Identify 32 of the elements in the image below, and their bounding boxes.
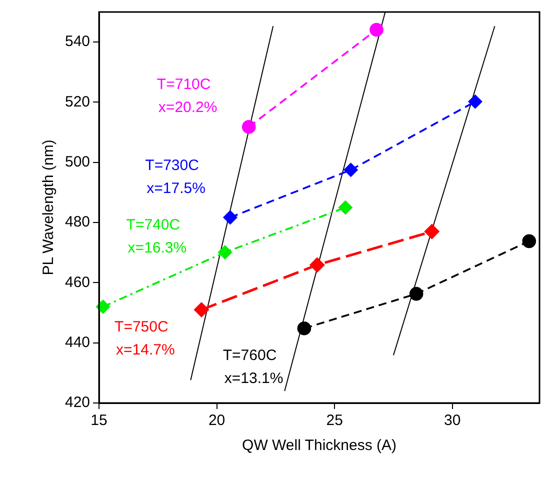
point xyxy=(218,245,232,260)
y-tick-label: 500 xyxy=(64,154,90,171)
point xyxy=(468,94,482,109)
point xyxy=(194,302,209,318)
point xyxy=(96,300,110,314)
series-label: T=740C x=16.3% xyxy=(126,216,187,257)
y-tick-label: 460 xyxy=(64,274,90,291)
series-label: T=750C x=14.7% xyxy=(114,318,175,358)
point xyxy=(310,258,324,272)
point xyxy=(370,22,384,37)
y-axis-title: PL Wavelength (nm) xyxy=(40,140,58,276)
x-tick-label: 25 xyxy=(326,412,343,430)
x-axis-title: QW Well Thickness (A) xyxy=(242,437,396,454)
point xyxy=(522,234,536,248)
series-label: T=730C x=17.5% xyxy=(145,157,206,198)
series-label: T=760C x=13.1% xyxy=(222,347,284,388)
point xyxy=(338,200,352,214)
x-tick-label: 15 xyxy=(90,412,108,430)
x-tick-label: 20 xyxy=(208,412,226,430)
point xyxy=(409,286,424,301)
point xyxy=(344,163,358,177)
y-tick-label: 540 xyxy=(64,33,90,50)
y-tick-label: 440 xyxy=(64,334,90,351)
x-tick-label: 30 xyxy=(444,412,461,430)
point xyxy=(223,210,238,224)
y-tick-label: 520 xyxy=(64,93,90,110)
y-tick-label: 420 xyxy=(64,394,90,412)
series-label: T=710C x=20.2% xyxy=(156,76,218,116)
point xyxy=(297,322,312,336)
y-tick-label: 480 xyxy=(64,214,90,231)
point xyxy=(424,224,440,239)
point xyxy=(242,120,256,134)
